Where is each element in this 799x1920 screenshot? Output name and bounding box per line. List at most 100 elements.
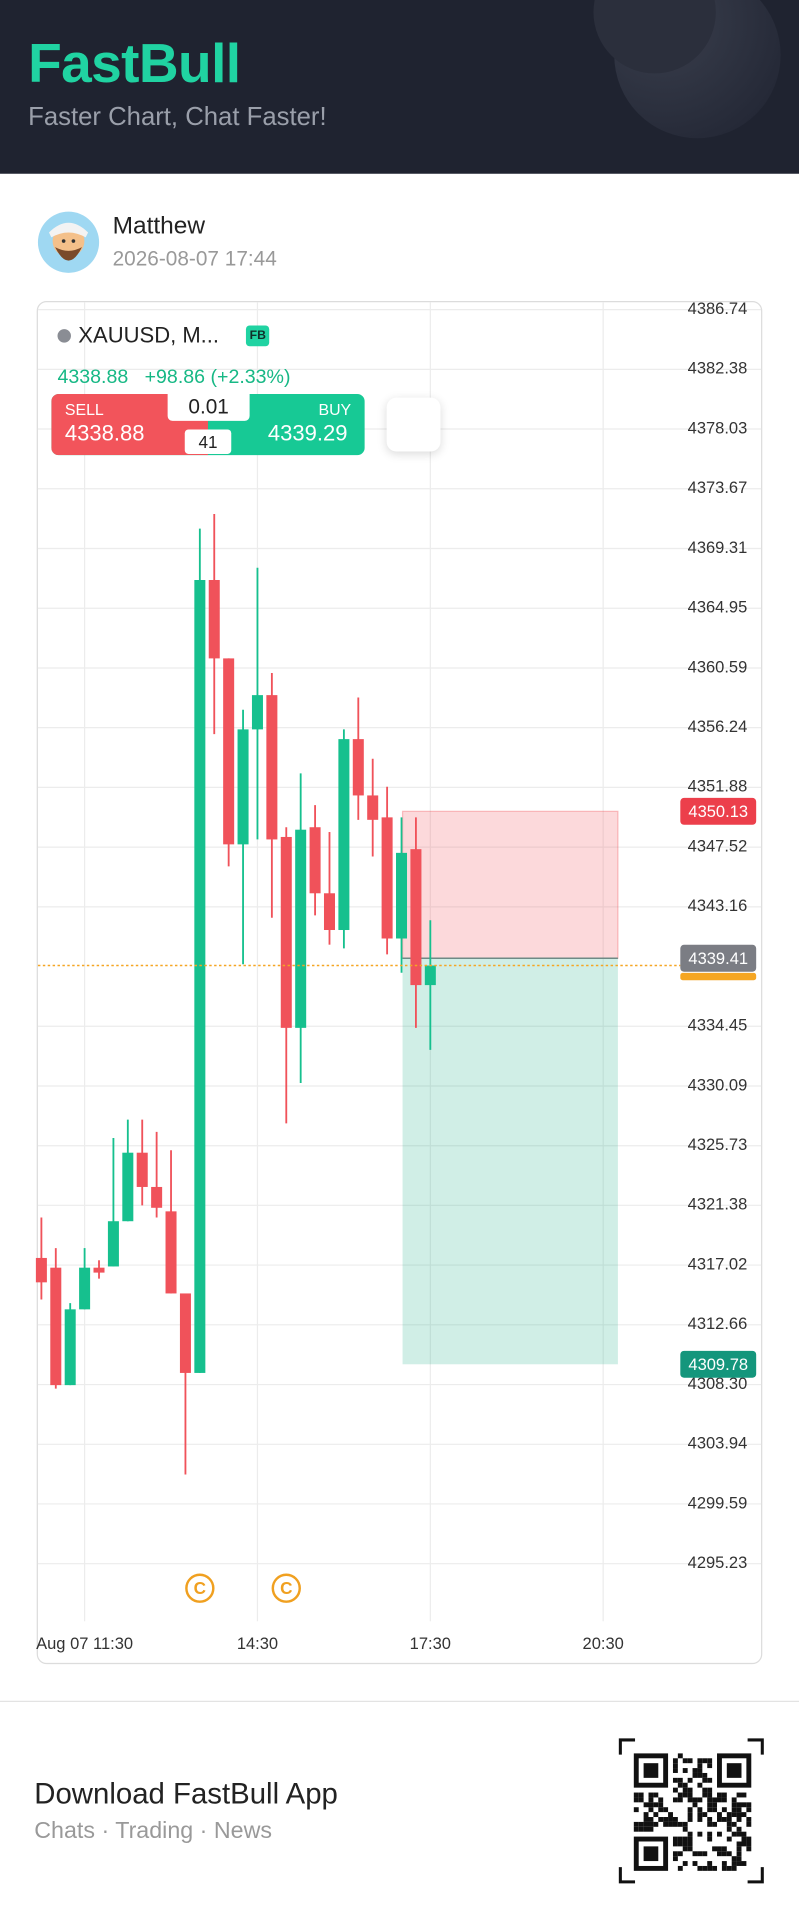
candle-body	[223, 658, 235, 845]
y-tick-label: 4373.67	[688, 479, 748, 497]
event-marker-label: C	[194, 1578, 206, 1598]
y-tick-label: 4330.09	[688, 1076, 748, 1094]
brand-title: FastBull	[28, 31, 241, 95]
status-dot	[57, 329, 71, 343]
qr-module	[687, 1787, 693, 1793]
qr-module	[697, 1812, 703, 1818]
qr-module	[721, 1861, 727, 1866]
qr-module	[687, 1812, 693, 1818]
qr-module	[668, 1812, 673, 1818]
qr-module	[672, 1768, 678, 1773]
qr-module	[633, 1807, 639, 1813]
qr-module	[717, 1846, 722, 1852]
qr-module	[692, 1772, 698, 1778]
qr-module	[707, 1817, 713, 1822]
lot-size[interactable]: 0.01	[167, 393, 250, 421]
candle-body	[194, 580, 206, 1373]
qr-module	[687, 1792, 693, 1798]
y-tick-label: 4312.66	[688, 1315, 748, 1333]
qr-module	[736, 1792, 742, 1798]
footer-title: Download FastBull App	[34, 1777, 338, 1811]
qr-module	[687, 1807, 693, 1813]
candle-body	[122, 1152, 134, 1222]
qr-module	[712, 1865, 718, 1871]
qr-module	[707, 1831, 713, 1837]
candle-body	[280, 836, 292, 1028]
badge: FB	[245, 325, 270, 347]
header-decoration	[593, 0, 781, 139]
qr-module	[663, 1807, 669, 1813]
qr-module	[697, 1772, 703, 1778]
header: FastBull Faster Chart, Chat Faster!	[0, 0, 799, 174]
qr-module	[702, 1787, 708, 1793]
qr-module	[717, 1851, 722, 1857]
price-label-box	[680, 1350, 757, 1378]
qr-module	[707, 1802, 713, 1808]
qr-module	[643, 1826, 649, 1832]
x-tick-label: Aug 07 11:30	[36, 1635, 133, 1653]
qr-module	[731, 1807, 737, 1813]
y-tick-label: 4295.23	[688, 1554, 748, 1572]
candle-body	[352, 739, 364, 796]
qr-module	[702, 1777, 708, 1783]
qr-module	[741, 1836, 747, 1842]
qr-module	[692, 1861, 698, 1866]
trade-widget: SELL 4338.88 BUY 4339.29 0.01 41	[51, 393, 365, 456]
qr-module	[672, 1836, 678, 1842]
qr-module	[726, 1821, 732, 1827]
buy-label: BUY	[318, 400, 352, 419]
qr-module	[658, 1802, 664, 1808]
sell-price[interactable]: 4338.88	[64, 420, 145, 446]
qr-module	[741, 1792, 747, 1798]
qr-module	[672, 1821, 678, 1827]
y-tick-label: 4334.45	[688, 1017, 748, 1035]
qr-module	[697, 1851, 703, 1857]
qr-module	[731, 1802, 737, 1808]
qr-module	[682, 1792, 688, 1798]
qr-module	[672, 1851, 678, 1857]
qr-module	[648, 1792, 654, 1798]
qr-module	[658, 1807, 664, 1813]
candle-body	[93, 1267, 105, 1273]
target-zone	[402, 958, 618, 1365]
quote-row: 4338.88 +98.86 (+2.33%)	[58, 367, 291, 389]
qr-module	[653, 1792, 659, 1798]
qr-module	[643, 1821, 649, 1827]
candle-body	[309, 827, 321, 894]
qr-finder	[726, 1763, 742, 1778]
qr-module	[712, 1802, 718, 1808]
qr-module	[707, 1758, 713, 1764]
qr-module	[731, 1865, 737, 1871]
qr-module	[712, 1821, 718, 1827]
candle-body	[208, 580, 220, 659]
qr-corner	[618, 1867, 636, 1884]
candle-body	[410, 849, 422, 986]
qr-module	[677, 1841, 683, 1847]
y-tick-label: 4356.24	[688, 718, 748, 736]
y-tick-label: 4308.30	[688, 1375, 748, 1393]
y-tick-label: 4378.03	[688, 419, 748, 437]
qr-module	[717, 1792, 722, 1798]
qr-module	[687, 1797, 693, 1803]
qr-module	[682, 1758, 688, 1764]
qr-module	[658, 1817, 664, 1822]
tool-button[interactable]	[386, 397, 441, 452]
qr-module	[682, 1846, 688, 1852]
qr-module	[702, 1851, 708, 1857]
symbol-row: XAUUSD, M... FB	[57, 323, 270, 349]
qr-module	[638, 1792, 644, 1798]
qr-module	[697, 1758, 703, 1764]
qr-module	[638, 1797, 644, 1803]
qr-module	[736, 1826, 742, 1832]
qr-module	[692, 1797, 698, 1803]
qr-module	[707, 1792, 713, 1798]
qr-module	[746, 1841, 752, 1847]
qr-module	[746, 1807, 752, 1813]
qr-module	[668, 1817, 673, 1822]
qr-module	[643, 1812, 649, 1818]
qr-module	[736, 1817, 742, 1822]
buy-price[interactable]: 4339.29	[267, 420, 348, 446]
qr-code	[618, 1738, 764, 1884]
qr-module	[717, 1831, 722, 1837]
